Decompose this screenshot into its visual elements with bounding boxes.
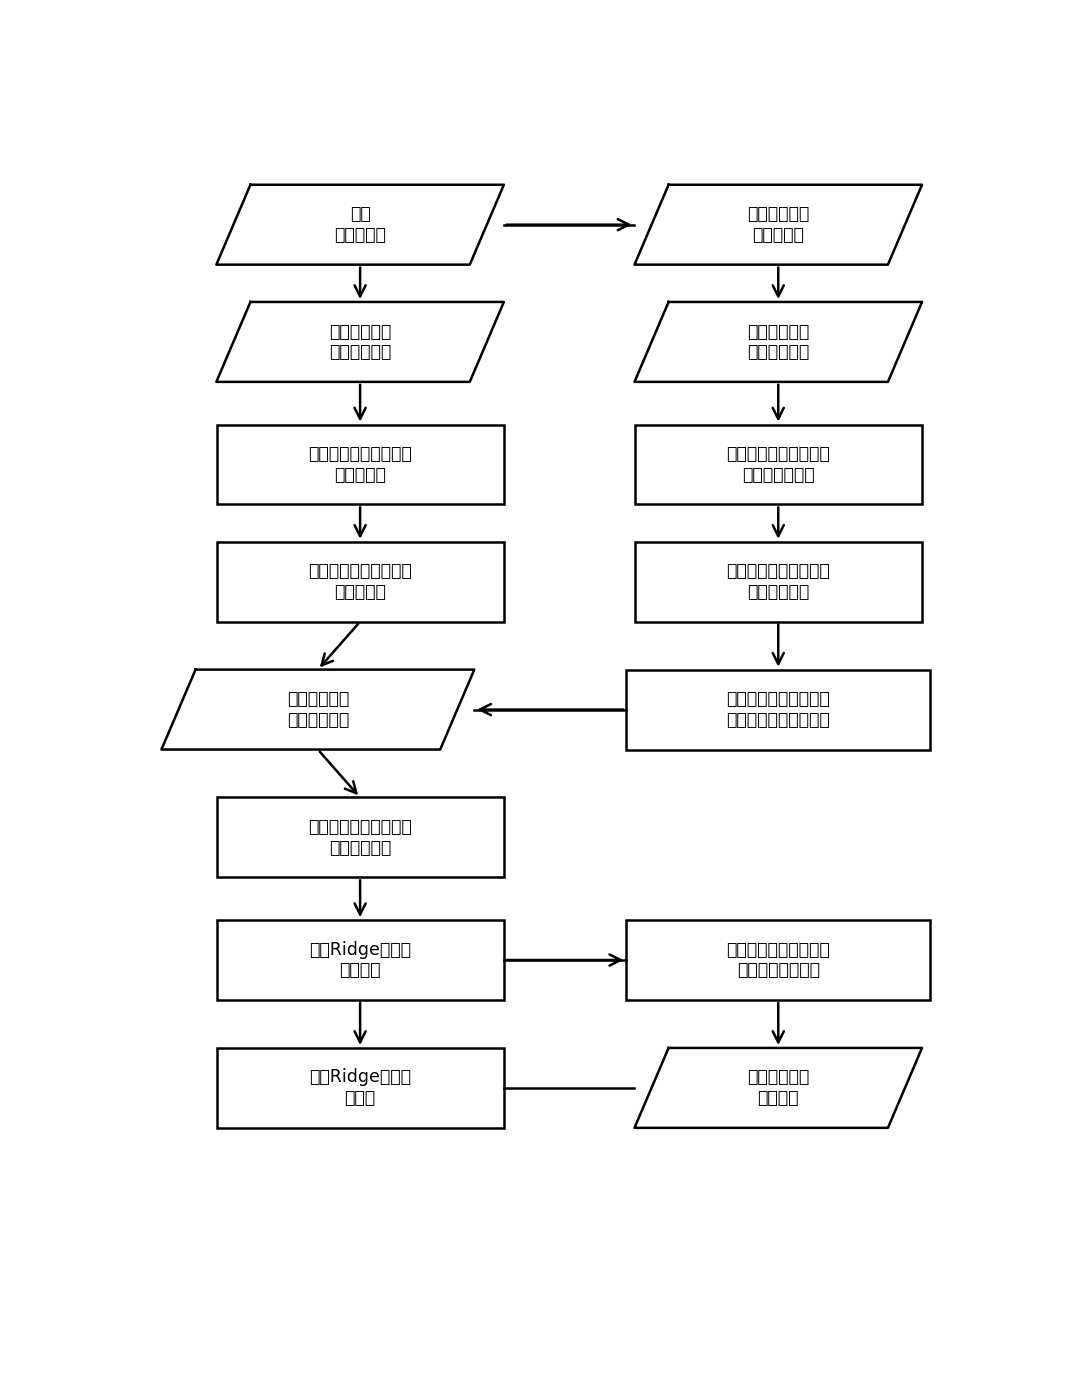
Bar — [217, 1048, 504, 1128]
Text: 计算参考人成功模仿姿
态的身高骨架距离参数: 计算参考人成功模仿姿 态的身高骨架距离参数 — [726, 691, 831, 729]
Bar — [634, 541, 922, 621]
Bar — [217, 541, 504, 621]
Polygon shape — [634, 302, 922, 382]
Text: 计算Ridge回归的
损失函数: 计算Ridge回归的 损失函数 — [310, 941, 411, 980]
Text: 输入
犯罪人图像: 输入 犯罪人图像 — [335, 205, 386, 244]
Polygon shape — [216, 302, 504, 382]
Text: 标记犯罪人身
高骨架关键点: 标记犯罪人身 高骨架关键点 — [329, 322, 391, 361]
Text: 计算犯罪人身高骨架方
向形状参数: 计算犯罪人身高骨架方 向形状参数 — [308, 562, 412, 601]
Polygon shape — [161, 670, 474, 750]
Text: 输入参考人姿
态模仿视频: 输入参考人姿 态模仿视频 — [747, 205, 810, 244]
Bar — [634, 425, 922, 504]
Bar — [217, 920, 504, 1001]
Text: 将最相似的视频帧作为
成功模仿姿态: 将最相似的视频帧作为 成功模仿姿态 — [726, 562, 831, 601]
Text: 求解Ridge回归的
解析解: 求解Ridge回归的 解析解 — [310, 1068, 411, 1107]
Polygon shape — [634, 1048, 922, 1128]
Text: 标记参考人身
高骨架关键点: 标记参考人身 高骨架关键点 — [747, 322, 810, 361]
Polygon shape — [216, 184, 504, 264]
Bar — [627, 670, 931, 750]
Bar — [217, 425, 504, 504]
Text: 计算犯罪人身高骨架距
离形状参数: 计算犯罪人身高骨架距 离形状参数 — [308, 446, 412, 484]
Bar — [217, 797, 504, 877]
Text: 计算参考人视频帧身高
骨架方向相似度: 计算参考人视频帧身高 骨架方向相似度 — [726, 446, 831, 484]
Text: 构建骨架折线身高模型
的训练数据集: 构建骨架折线身高模型 的训练数据集 — [308, 818, 412, 857]
Polygon shape — [634, 184, 922, 264]
Text: 输入所有参考
人的真实身高: 输入所有参考 人的真实身高 — [287, 691, 349, 729]
Text: 利用训练好的模型参数
对犯罪人身高测量: 利用训练好的模型参数 对犯罪人身高测量 — [726, 941, 831, 980]
Bar — [627, 920, 931, 1001]
Text: 输出犯罪人的
预测身高: 输出犯罪人的 预测身高 — [747, 1068, 810, 1107]
